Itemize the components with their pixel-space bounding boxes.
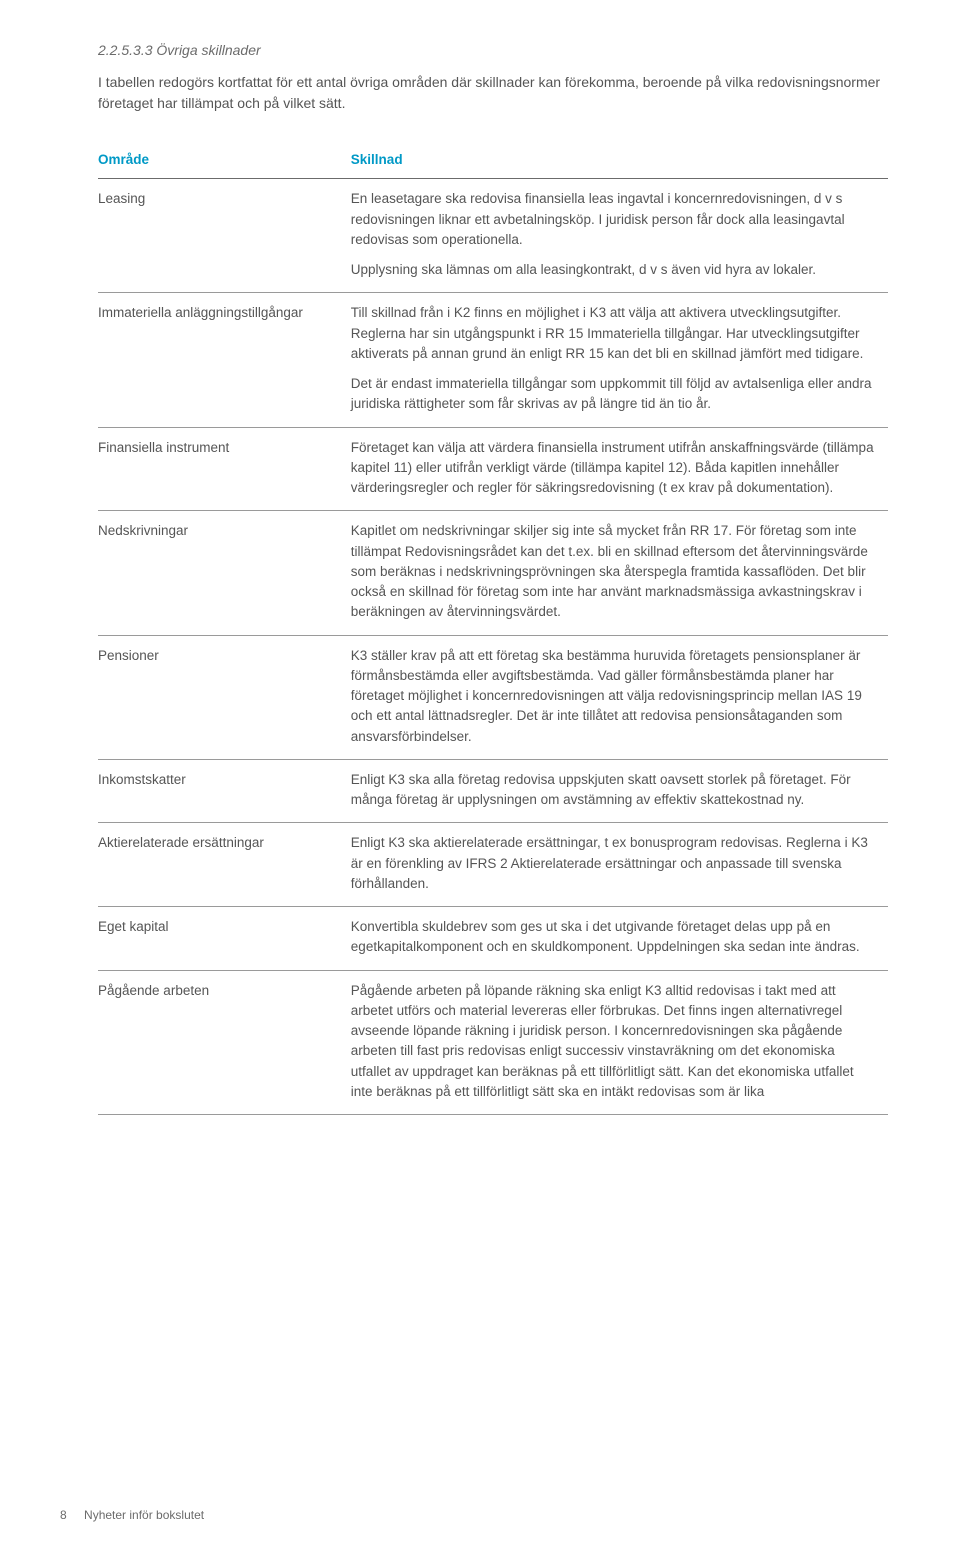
row-paragraph: Enligt K3 ska alla företag redovisa upps… <box>351 770 878 811</box>
row-description: Företaget kan välja att värdera finansie… <box>351 427 888 511</box>
row-label: Nedskrivningar <box>98 511 351 635</box>
row-description: En leasetagare ska redovisa finansiella … <box>351 179 888 293</box>
row-paragraph: En leasetagare ska redovisa finansiella … <box>351 189 878 250</box>
row-description: Konvertibla skuldebrev som ges ut ska i … <box>351 907 888 971</box>
row-paragraph: Kapitlet om nedskrivningar skiljer sig i… <box>351 521 878 622</box>
column-header-difference: Skillnad <box>351 144 888 179</box>
row-label: Eget kapital <box>98 907 351 971</box>
table-row: Finansiella instrumentFöretaget kan välj… <box>98 427 888 511</box>
table-row: NedskrivningarKapitlet om nedskrivningar… <box>98 511 888 635</box>
row-description: Enligt K3 ska alla företag redovisa upps… <box>351 759 888 823</box>
row-label: Inkomstskatter <box>98 759 351 823</box>
row-description: Kapitlet om nedskrivningar skiljer sig i… <box>351 511 888 635</box>
row-paragraph: Till skillnad från i K2 finns en möjligh… <box>351 303 878 364</box>
table-row: Eget kapitalKonvertibla skuldebrev som g… <box>98 907 888 971</box>
intro-paragraph: I tabellen redogörs kortfattat för ett a… <box>98 72 888 114</box>
table-row: LeasingEn leasetagare ska redovisa finan… <box>98 179 888 293</box>
section-title: Övriga skillnader <box>156 42 260 58</box>
row-label: Immateriella anläggningstillgångar <box>98 293 351 427</box>
differences-table: Område Skillnad LeasingEn leasetagare sk… <box>98 144 888 1115</box>
row-paragraph: Konvertibla skuldebrev som ges ut ska i … <box>351 917 878 958</box>
row-label: Pensioner <box>98 635 351 759</box>
row-label: Finansiella instrument <box>98 427 351 511</box>
row-description: Enligt K3 ska aktierelaterade ersättning… <box>351 823 888 907</box>
row-description: Till skillnad från i K2 finns en möjligh… <box>351 293 888 427</box>
row-paragraph: Företaget kan välja att värdera finansie… <box>351 438 878 499</box>
row-description: Pågående arbeten på löpande räkning ska … <box>351 970 888 1115</box>
document-page: 2.2.5.3.3 Övriga skillnader I tabellen r… <box>0 0 960 1552</box>
page-number: 8 <box>60 1508 67 1522</box>
row-label: Pågående arbeten <box>98 970 351 1115</box>
table-row: Immateriella anläggningstillgångarTill s… <box>98 293 888 427</box>
row-description: K3 ställer krav på att ett företag ska b… <box>351 635 888 759</box>
row-paragraph: K3 ställer krav på att ett företag ska b… <box>351 646 878 747</box>
table-row: Aktierelaterade ersättningarEnligt K3 sk… <box>98 823 888 907</box>
table-body: LeasingEn leasetagare ska redovisa finan… <box>98 179 888 1115</box>
row-paragraph: Upplysning ska lämnas om alla leasingkon… <box>351 260 878 280</box>
section-number: 2.2.5.3.3 <box>98 42 153 58</box>
footer-doc-title: Nyheter inför bokslutet <box>84 1508 204 1522</box>
row-label: Aktierelaterade ersättningar <box>98 823 351 907</box>
row-paragraph: Pågående arbeten på löpande räkning ska … <box>351 981 878 1103</box>
table-row: Pågående arbetenPågående arbeten på löpa… <box>98 970 888 1115</box>
table-row: PensionerK3 ställer krav på att ett före… <box>98 635 888 759</box>
table-row: InkomstskatterEnligt K3 ska alla företag… <box>98 759 888 823</box>
page-footer: 8 Nyheter inför bokslutet <box>60 1508 204 1522</box>
column-header-area: Område <box>98 144 351 179</box>
row-paragraph: Det är endast immateriella tillgångar so… <box>351 374 878 415</box>
section-heading: 2.2.5.3.3 Övriga skillnader <box>98 42 888 58</box>
row-paragraph: Enligt K3 ska aktierelaterade ersättning… <box>351 833 878 894</box>
row-label: Leasing <box>98 179 351 293</box>
